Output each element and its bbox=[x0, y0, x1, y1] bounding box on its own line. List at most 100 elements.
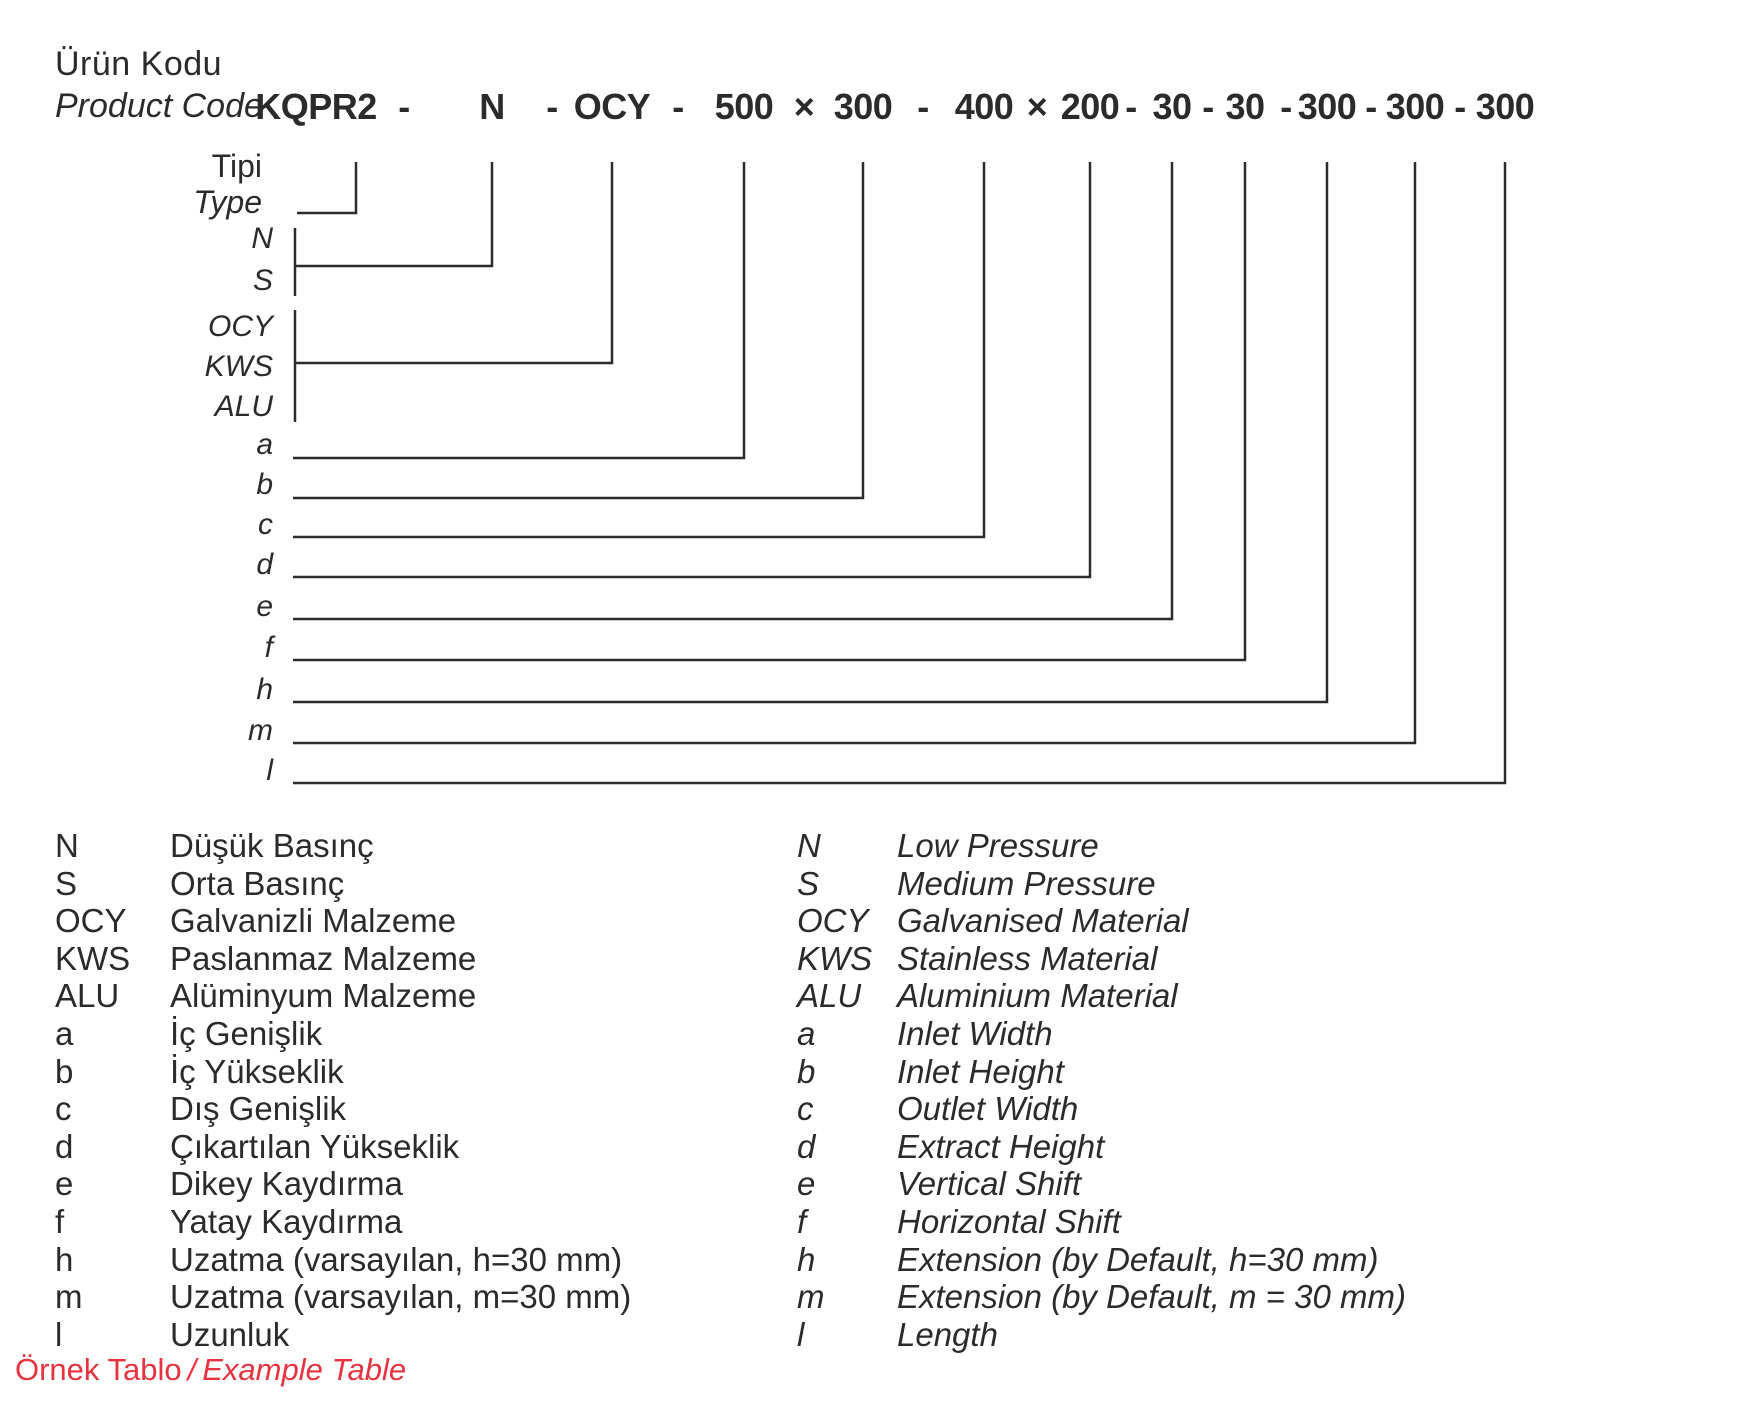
connector-c bbox=[293, 162, 986, 539]
legend-text: Extract Height bbox=[897, 1127, 1105, 1165]
code-separator: - bbox=[672, 86, 684, 127]
legend-row: b İç Yükseklik bbox=[55, 1053, 631, 1091]
legend-text: İç Yükseklik bbox=[170, 1052, 344, 1090]
legend-text: Outlet Width bbox=[897, 1090, 1079, 1128]
legend-text: Dikey Kaydırma bbox=[170, 1165, 403, 1203]
example-table-note: Örnek Tablo / Example Table bbox=[15, 1352, 407, 1387]
legend-row: m Uzatma (varsayılan, m=30 mm) bbox=[55, 1278, 631, 1316]
legend-row: l Uzunluk bbox=[55, 1316, 631, 1354]
legend-text: Alüminyum Malzeme bbox=[170, 977, 477, 1015]
legend-code: d bbox=[797, 1127, 816, 1165]
code-separator: - bbox=[1454, 86, 1466, 127]
legend-row: l Length bbox=[797, 1316, 1406, 1354]
page-title-turkish: Ürün Kodu bbox=[55, 45, 223, 83]
legend-text: Length bbox=[897, 1315, 998, 1353]
legend-code: ALU bbox=[797, 977, 862, 1015]
legend-text: Galvanizli Malzeme bbox=[170, 902, 457, 940]
legend-code: b bbox=[55, 1052, 74, 1090]
example-table-note-turkish: Örnek Tablo bbox=[15, 1352, 182, 1387]
legend-row: f Horizontal Shift bbox=[797, 1203, 1406, 1241]
tree-label-type: Type bbox=[193, 184, 262, 220]
code-segment-l: 300 bbox=[1475, 86, 1535, 127]
legend-text: Düşük Basınç bbox=[170, 827, 374, 864]
legend-text: Medium Pressure bbox=[897, 864, 1156, 902]
legend-text: Paslanmaz Malzeme bbox=[170, 939, 477, 977]
legend-code: f bbox=[55, 1202, 65, 1240]
code-times-sign: × bbox=[1026, 86, 1048, 127]
legend-code: KWS bbox=[797, 939, 873, 977]
tree-label-d: d bbox=[256, 548, 273, 581]
legend-row: d Çıkartılan Yükseklik bbox=[55, 1128, 631, 1166]
connector-d bbox=[293, 162, 1092, 579]
legend-code: S bbox=[797, 864, 820, 902]
example-table-note-english: Example Table bbox=[202, 1352, 407, 1387]
code-segment-m: 300 bbox=[1385, 86, 1445, 127]
legend-code: h bbox=[797, 1240, 816, 1278]
tree-label-ocy: OCY bbox=[207, 310, 273, 343]
legend-code: a bbox=[797, 1014, 816, 1052]
legend-text: Çıkartılan Yükseklik bbox=[170, 1127, 460, 1165]
legend-code: KWS bbox=[55, 939, 131, 977]
legend-row: a İç Genişlik bbox=[55, 1015, 631, 1053]
legend-row: c Dış Genişlik bbox=[55, 1090, 631, 1128]
tree-label-h: h bbox=[256, 673, 273, 706]
code-segment-model: KQPR2 bbox=[255, 86, 377, 127]
connector-l bbox=[293, 162, 1507, 785]
legend-code: ALU bbox=[55, 977, 120, 1015]
legend-row: c Outlet Width bbox=[797, 1090, 1406, 1128]
legend-row: b Inlet Height bbox=[797, 1053, 1406, 1091]
connector-material bbox=[295, 162, 614, 365]
legend-row: S Medium Pressure bbox=[797, 865, 1406, 903]
legend-text: Stainless Material bbox=[897, 939, 1158, 977]
legend-text: Low Pressure bbox=[897, 827, 1099, 864]
legend-row: N Low Pressure bbox=[797, 827, 1406, 865]
legend-text: Extension (by Default, h=30 mm) bbox=[897, 1240, 1379, 1278]
legend-text: Uzatma (varsayılan, h=30 mm) bbox=[170, 1240, 623, 1278]
code-separator: - bbox=[546, 86, 558, 127]
legend-code: OCY bbox=[797, 902, 869, 940]
legend-text: Vertical Shift bbox=[897, 1165, 1082, 1203]
legend-code: m bbox=[55, 1278, 83, 1316]
connector-pressure bbox=[295, 162, 494, 268]
legend-text: Uzunluk bbox=[170, 1315, 290, 1353]
code-segment-a: 500 bbox=[714, 86, 774, 127]
connector-f bbox=[293, 162, 1247, 662]
legend-code: l bbox=[797, 1315, 805, 1353]
code-separator: - bbox=[1125, 86, 1137, 127]
legend-row: a Inlet Width bbox=[797, 1015, 1406, 1053]
legend-text: Inlet Height bbox=[897, 1052, 1064, 1090]
tree-label-c: c bbox=[258, 508, 273, 541]
code-segment-b: 300 bbox=[833, 86, 893, 127]
legend-row: h Extension (by Default, h=30 mm) bbox=[797, 1241, 1406, 1279]
connector-m bbox=[293, 162, 1417, 745]
code-separator: - bbox=[917, 86, 929, 127]
legend-text: Uzatma (varsayılan, m=30 mm) bbox=[170, 1278, 632, 1316]
legend-row: N Düşük Basınç bbox=[55, 827, 631, 865]
legend-row: h Uzatma (varsayılan, h=30 mm) bbox=[55, 1241, 631, 1279]
legend-text: Horizontal Shift bbox=[897, 1202, 1121, 1240]
legend-row: f Yatay Kaydırma bbox=[55, 1203, 631, 1241]
legend-code: m bbox=[797, 1278, 825, 1316]
tree-label-l: l bbox=[266, 754, 273, 787]
code-separator: - bbox=[1202, 86, 1214, 127]
code-segment-d: 200 bbox=[1060, 86, 1120, 127]
legend-code: N bbox=[55, 827, 79, 864]
legend-text: Extension (by Default, m = 30 mm) bbox=[897, 1278, 1406, 1316]
legend-text: Inlet Width bbox=[897, 1014, 1053, 1052]
legend-code: c bbox=[797, 1090, 814, 1128]
slash-separator: / bbox=[187, 1352, 197, 1387]
code-separator: - bbox=[1365, 86, 1377, 127]
legend-text: Galvanised Material bbox=[897, 902, 1189, 940]
legend-row: KWS Stainless Material bbox=[797, 940, 1406, 978]
code-segment-f: 30 bbox=[1225, 86, 1265, 127]
legend-turkish: N Düşük Basınç S Orta Basınç OCY Galvanizli… bbox=[55, 827, 631, 1353]
legend-code: d bbox=[55, 1127, 74, 1165]
legend-text: Dış Genişlik bbox=[170, 1090, 347, 1128]
code-segment-material: OCY bbox=[573, 86, 651, 127]
legend-text: Orta Basınç bbox=[170, 864, 345, 902]
tree-label-tipi: Tipi bbox=[211, 148, 262, 184]
tree-label-kws: KWS bbox=[204, 350, 273, 383]
legend-code: e bbox=[55, 1165, 74, 1203]
legend-code: b bbox=[797, 1052, 816, 1090]
legend-row: ALU Aluminium Material bbox=[797, 977, 1406, 1015]
